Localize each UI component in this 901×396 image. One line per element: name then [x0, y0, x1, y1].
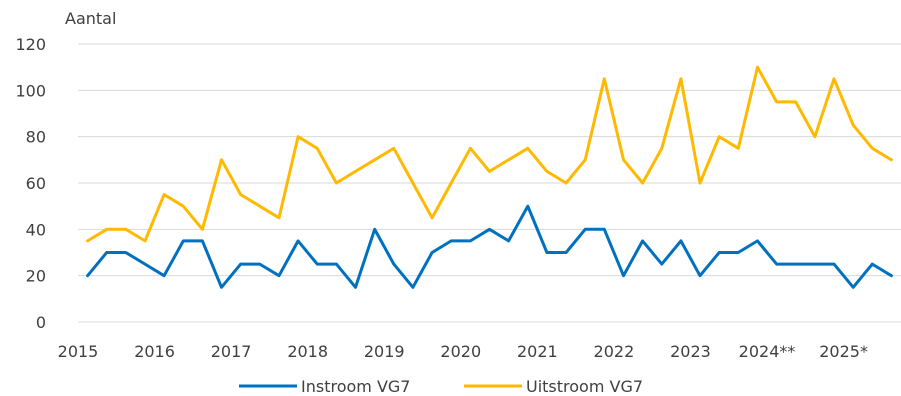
y-tick-label: 0 — [36, 313, 46, 332]
y-tick-label: 120 — [15, 35, 46, 54]
x-tick-label: 2023 — [670, 342, 711, 361]
legend-label: Uitstroom VG7 — [526, 377, 643, 396]
y-axis-title: Aantal — [65, 9, 116, 28]
x-tick-label: 2021 — [517, 342, 558, 361]
series-lines — [86, 65, 893, 289]
series-line-uitstroom-vg7 — [86, 65, 893, 243]
x-tick-labels: 2015 2016 2017 2018 2019 2020 2021 2022 2023 2024… — [58, 342, 868, 361]
x-tick-label: 2022 — [594, 342, 635, 361]
x-tick-label: 2025* — [819, 342, 868, 361]
y-tick-label: 40 — [26, 220, 46, 239]
x-tick-label: 2017 — [211, 342, 252, 361]
legend-item-uitstroom-vg7: Uitstroom VG7 — [464, 377, 643, 396]
x-tick-label: 2019 — [364, 342, 405, 361]
y-tick-label: 20 — [26, 267, 46, 286]
series-line-instroom-vg7 — [86, 204, 893, 289]
legend-label: Instroom VG7 — [301, 377, 410, 396]
gridlines — [78, 43, 901, 323]
legend-item-instroom-vg7: Instroom VG7 — [239, 377, 410, 396]
x-tick-label: 2016 — [134, 342, 175, 361]
legend: Instroom VG7 Uitstroom VG7 — [239, 377, 643, 396]
x-tick-label: 2015 — [58, 342, 99, 361]
y-tick-label: 60 — [26, 174, 46, 193]
x-tick-label: 2024** — [739, 342, 796, 361]
y-tick-label: 80 — [26, 128, 46, 147]
x-tick-label: 2020 — [440, 342, 481, 361]
y-tick-labels: 0 20 40 60 80 100 120 — [15, 35, 46, 332]
x-tick-label: 2018 — [287, 342, 328, 361]
y-tick-label: 100 — [15, 81, 46, 100]
